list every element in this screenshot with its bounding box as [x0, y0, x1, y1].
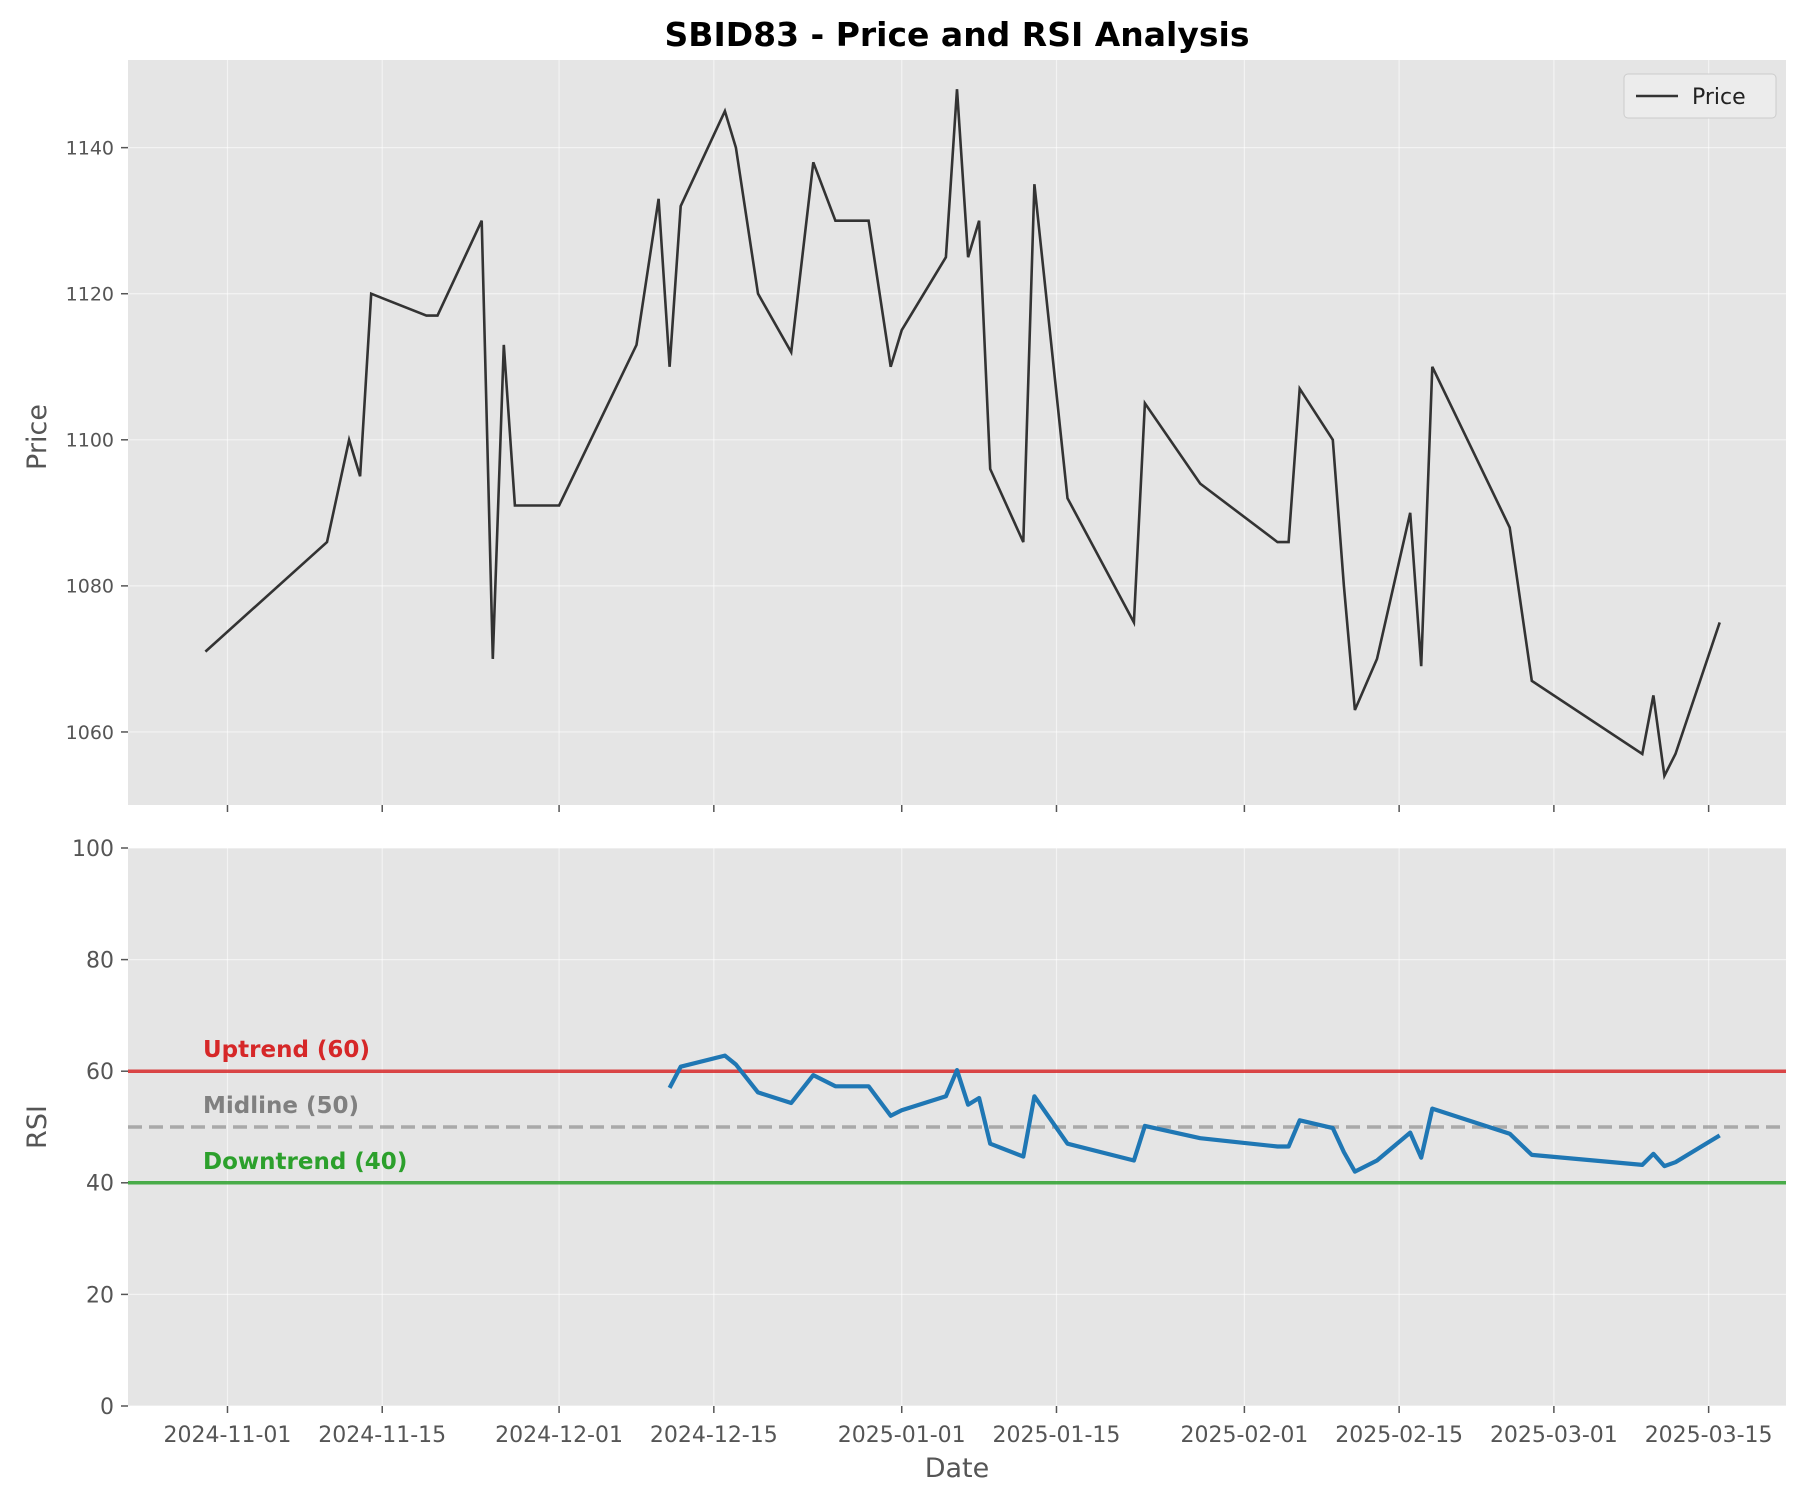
rsi-axis-label: RSI — [22, 1105, 53, 1149]
x-axis-label: Date — [925, 1453, 990, 1484]
x-tick-label: 2024-12-01 — [495, 1423, 623, 1448]
legend-price-label: Price — [1692, 85, 1746, 110]
y-tick-label: 0 — [100, 1395, 114, 1420]
x-tick-label: 2025-02-15 — [1335, 1423, 1463, 1448]
plot-background — [128, 60, 1786, 805]
rsi-series-line — [667, 1053, 1721, 1174]
legend-box — [1623, 73, 1777, 119]
x-tick-label: 2025-03-01 — [1490, 1423, 1618, 1448]
y-tick-label: 1100 — [66, 430, 114, 452]
y-tick-label: 60 — [86, 1060, 114, 1085]
x-tick-label: 2025-03-15 — [1645, 1423, 1773, 1448]
x-tick-label: 2024-11-01 — [164, 1423, 292, 1448]
price-axis-label: Price — [22, 404, 53, 470]
reference-line-label: Uptrend (60) — [203, 1037, 370, 1063]
y-tick-label: 80 — [86, 949, 114, 974]
x-tick-label: 2025-01-01 — [838, 1423, 966, 1448]
price-panel: 1060 1080 1100 1120 1140 Price — [66, 60, 1786, 812]
y-tick-label: 1060 — [66, 722, 114, 744]
x-tick-label: 2024-12-15 — [650, 1423, 778, 1448]
y-tick-label: 20 — [86, 1283, 114, 1308]
reference-line-label: Midline (50) — [203, 1093, 359, 1119]
y-tick-label: 100 — [72, 837, 114, 862]
x-tick-label: 2024-11-15 — [318, 1423, 446, 1448]
reference-line-label: Downtrend (40) — [203, 1149, 407, 1175]
y-tick-label: 1140 — [66, 137, 114, 159]
rsi-panel: 0 20 40 60 80 100 Uptrend (60) Midline (50) Down… — [72, 837, 1786, 1448]
y-tick-label: 1080 — [66, 576, 114, 598]
x-tick-label: 2025-01-15 — [993, 1423, 1121, 1448]
y-tick-label: 1120 — [66, 284, 114, 306]
x-tick-label: 2025-02-01 — [1180, 1423, 1308, 1448]
price-series-line — [204, 89, 1721, 781]
chart-title: SBID83 - Price and RSI Analysis — [665, 15, 1250, 54]
y-tick-label: 40 — [86, 1172, 114, 1197]
